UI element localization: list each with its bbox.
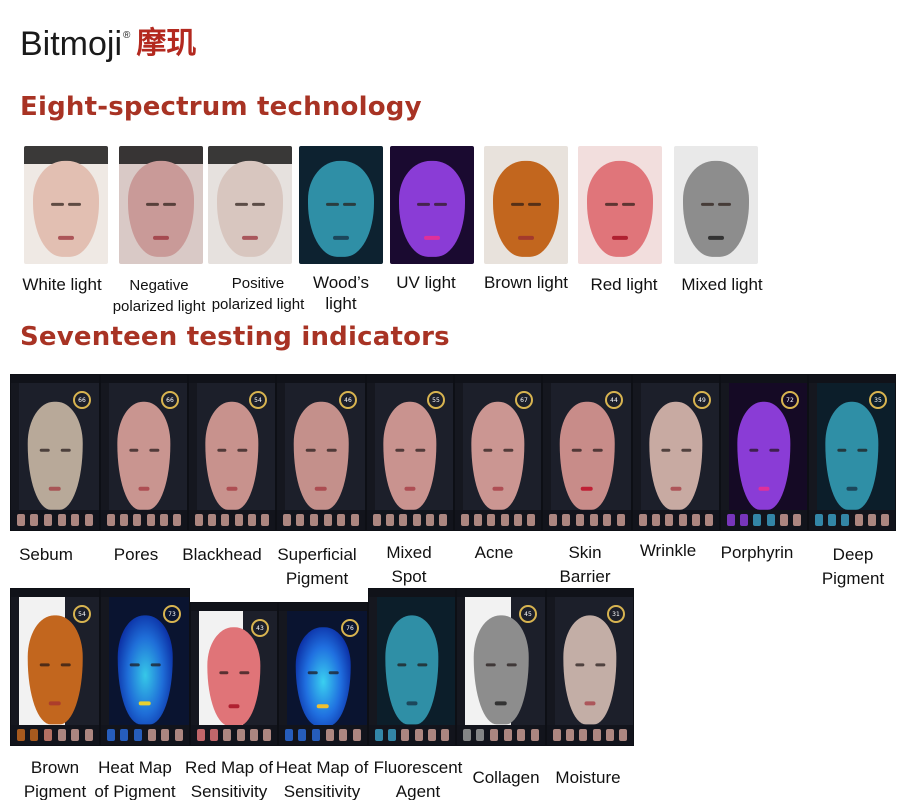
score-badge: 35 bbox=[869, 391, 887, 409]
hair-shape bbox=[119, 146, 203, 164]
face-shape bbox=[217, 160, 283, 257]
spectrum-image-positive bbox=[208, 146, 292, 264]
spectrum-label: Wood’s light bbox=[312, 273, 370, 313]
score-badge: 54 bbox=[73, 605, 91, 623]
face-shape bbox=[128, 160, 194, 257]
indicator-label: Brown Pigment bbox=[23, 758, 87, 800]
heading-spectrum: Eight-spectrum technology bbox=[20, 92, 422, 122]
spectrum-image-red bbox=[578, 146, 662, 264]
score-badge: 72 bbox=[781, 391, 799, 409]
score-badge: 43 bbox=[251, 619, 269, 637]
spectrum-label: Red light bbox=[590, 275, 658, 294]
indicator-shot-acne: 67 bbox=[454, 374, 542, 531]
score-badge: 66 bbox=[73, 391, 91, 409]
face-shape bbox=[683, 160, 749, 257]
indicator-label: Mixed Spot bbox=[386, 543, 432, 586]
indicator-shot-heat-map-pigment: 73 bbox=[100, 588, 190, 746]
indicator-label: Red Map of Sensitivity bbox=[185, 758, 273, 800]
indicator-label: Sebum bbox=[19, 545, 73, 564]
indicator-label: Skin Barrier bbox=[559, 543, 611, 586]
indicator-shot-fluorescent-agent bbox=[368, 588, 456, 746]
indicator-label: Wrinkle bbox=[639, 541, 697, 560]
score-badge: 44 bbox=[605, 391, 623, 409]
spectrum-label: Mixed light bbox=[681, 275, 763, 294]
spectrum-label: Negative polarized light bbox=[112, 277, 206, 315]
score-badge: 73 bbox=[163, 605, 181, 623]
indicator-label: Pores bbox=[113, 545, 159, 564]
indicator-shot-wrinkle: 49 bbox=[632, 374, 720, 531]
face-shape bbox=[33, 160, 99, 257]
indicator-label: Superficial Pigment bbox=[277, 545, 357, 588]
score-badge: 55 bbox=[427, 391, 445, 409]
face-shape bbox=[587, 160, 653, 257]
score-badge: 67 bbox=[515, 391, 533, 409]
heading-indicators: Seventeen testing indicators bbox=[20, 322, 450, 352]
score-badge: 45 bbox=[519, 605, 537, 623]
score-badge: 31 bbox=[607, 605, 625, 623]
indicator-label: Deep Pigment bbox=[821, 545, 885, 588]
indicator-shot-collagen: 45 bbox=[456, 588, 546, 746]
indicator-label: Fluorescent Agent bbox=[373, 758, 463, 800]
indicator-shot-sebum: 66 bbox=[10, 374, 100, 531]
indicator-label: Porphyrin bbox=[720, 543, 794, 562]
logo-text: Bitmoji bbox=[20, 25, 123, 63]
hair-shape bbox=[24, 146, 108, 164]
score-badge: 46 bbox=[339, 391, 357, 409]
indicator-label: Heat Map of Sensitivity bbox=[275, 758, 369, 800]
indicator-shot-red-map-sensitivity: 43 bbox=[190, 602, 278, 746]
score-badge: 54 bbox=[249, 391, 267, 409]
indicator-label: Acne bbox=[474, 543, 514, 562]
spectrum-label: UV light bbox=[396, 273, 456, 292]
indicator-shot-superficial-pigment: 46 bbox=[276, 374, 366, 531]
indicator-shot-deep-pigment: 35 bbox=[808, 374, 896, 531]
face-shape bbox=[308, 160, 374, 257]
indicator-shot-blackhead: 54 bbox=[188, 374, 276, 531]
logo-chinese-name: 摩玑 bbox=[136, 26, 197, 61]
indicator-label: Blackhead bbox=[182, 545, 262, 564]
spectrum-image-brown bbox=[484, 146, 568, 264]
indicator-label: Heat Map of Pigment bbox=[94, 758, 176, 800]
indicator-shot-skin-barrier: 44 bbox=[542, 374, 632, 531]
registered-mark: ® bbox=[123, 30, 131, 41]
spectrum-label: Brown light bbox=[483, 273, 569, 292]
indicator-shot-moisture: 31 bbox=[546, 588, 634, 746]
score-badge: 49 bbox=[693, 391, 711, 409]
face-shape bbox=[399, 160, 465, 257]
brand-logo: Bitmoji ® 摩玑 bbox=[20, 24, 196, 64]
spectrum-image-negative bbox=[119, 146, 203, 264]
indicator-label: Moisture bbox=[555, 768, 621, 787]
spectrum-label: White light bbox=[22, 275, 102, 294]
spectrum-image-white bbox=[24, 146, 108, 264]
indicator-shot-heat-map-sensitivity: 76 bbox=[278, 602, 368, 746]
score-badge: 76 bbox=[341, 619, 359, 637]
hair-shape bbox=[208, 146, 292, 164]
indicator-shot-mixed-spot: 55 bbox=[366, 374, 454, 531]
face-shape bbox=[493, 160, 559, 257]
indicator-shot-pores: 66 bbox=[100, 374, 188, 531]
spectrum-image-mixed bbox=[674, 146, 758, 264]
spectrum-image-uv bbox=[390, 146, 474, 264]
score-badge: 66 bbox=[161, 391, 179, 409]
spectrum-image-woods bbox=[299, 146, 383, 264]
indicator-shot-porphyrin: 72 bbox=[720, 374, 808, 531]
indicator-label: Collagen bbox=[472, 768, 540, 787]
indicator-shot-brown-pigment: 54 bbox=[10, 588, 100, 746]
spectrum-label: Positive polarized light bbox=[211, 275, 305, 313]
